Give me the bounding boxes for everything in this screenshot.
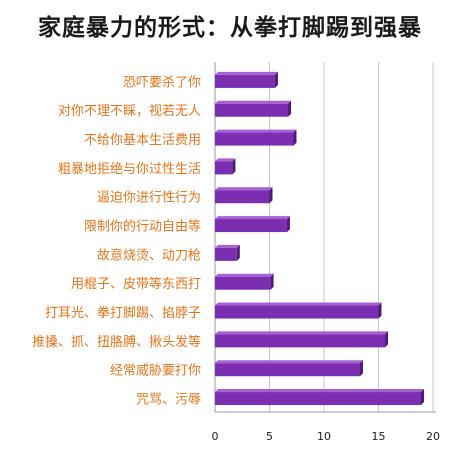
bar-top-face [215,216,290,220]
bar [215,331,389,348]
bar [215,273,274,290]
category-label: 用棍子、皮带等东西打 [71,276,201,292]
bar-top-face [215,158,236,162]
x-tick-label: 20 [426,430,440,443]
bar-top-face [215,129,297,133]
bar-top-face [215,331,389,335]
bar-top-face [215,100,292,104]
bar-top-face [215,187,273,191]
bar-side-face [288,100,292,117]
chart-title: 家庭暴力的形式：从拳打脚踢到强暴 [38,14,422,41]
category-label: 恐吓要杀了你 [123,75,201,90]
x-tick-label: 0 [212,430,219,443]
bar [215,389,425,406]
bar [215,360,363,377]
bar-side-face [359,360,363,377]
category-label: 咒骂、污辱 [136,393,201,408]
category-label: 打耳光、拳打脚踢、掐脖子 [45,305,201,321]
bar-front-face [215,276,271,290]
bar-top-face [215,273,274,277]
bar-front-face [215,132,294,146]
bar-top-face [215,244,240,248]
bar [215,216,290,233]
category-label: 粗暴地拒绝与你过性生活 [58,161,201,177]
bar-front-face [215,190,270,204]
bar-front-face [215,103,289,117]
bar-side-face [385,331,389,348]
bar-side-face [236,244,240,261]
bar-side-face [270,273,274,290]
bar [215,71,278,88]
bar [215,187,273,204]
bar-side-face [421,389,425,406]
bar-front-face [215,247,237,261]
bar-top-face [215,71,278,75]
bar-top-face [215,360,363,364]
bar-front-face [215,363,360,377]
bar-side-face [293,129,297,146]
category-label: 推搡、抓、扭胳膊、揪头发等 [32,334,201,350]
bar-side-face [378,302,382,319]
x-tick-label: 10 [317,430,331,443]
bar [215,244,240,261]
category-label: 经常威胁要打你 [110,364,201,379]
bar-front-face [215,305,379,319]
bar-top-face [215,389,425,393]
category-label: 对你不理不睬，视若无人 [58,103,201,119]
bar-top-face [215,302,382,306]
category-label: 不给你基本生活费用 [84,133,201,148]
category-label: 限制你的行动自由等 [84,219,201,235]
bar [215,302,382,319]
category-label: 故意烧烫、动刀枪 [97,247,201,263]
bar-side-face [286,216,290,233]
bar-side-face [274,71,278,88]
x-tick-label: 15 [372,430,386,443]
bar-front-face [215,219,287,233]
bar-side-face [269,187,273,204]
bar-front-face [215,74,275,88]
x-tick-label: 5 [266,430,273,443]
bar-front-face [215,161,233,175]
bar-front-face [215,334,386,348]
category-label: 逼迫你进行性行为 [97,191,201,206]
bar [215,100,292,117]
bar-front-face [215,392,422,406]
bar-side-face [232,158,236,175]
bar [215,129,297,146]
bar [215,158,236,175]
